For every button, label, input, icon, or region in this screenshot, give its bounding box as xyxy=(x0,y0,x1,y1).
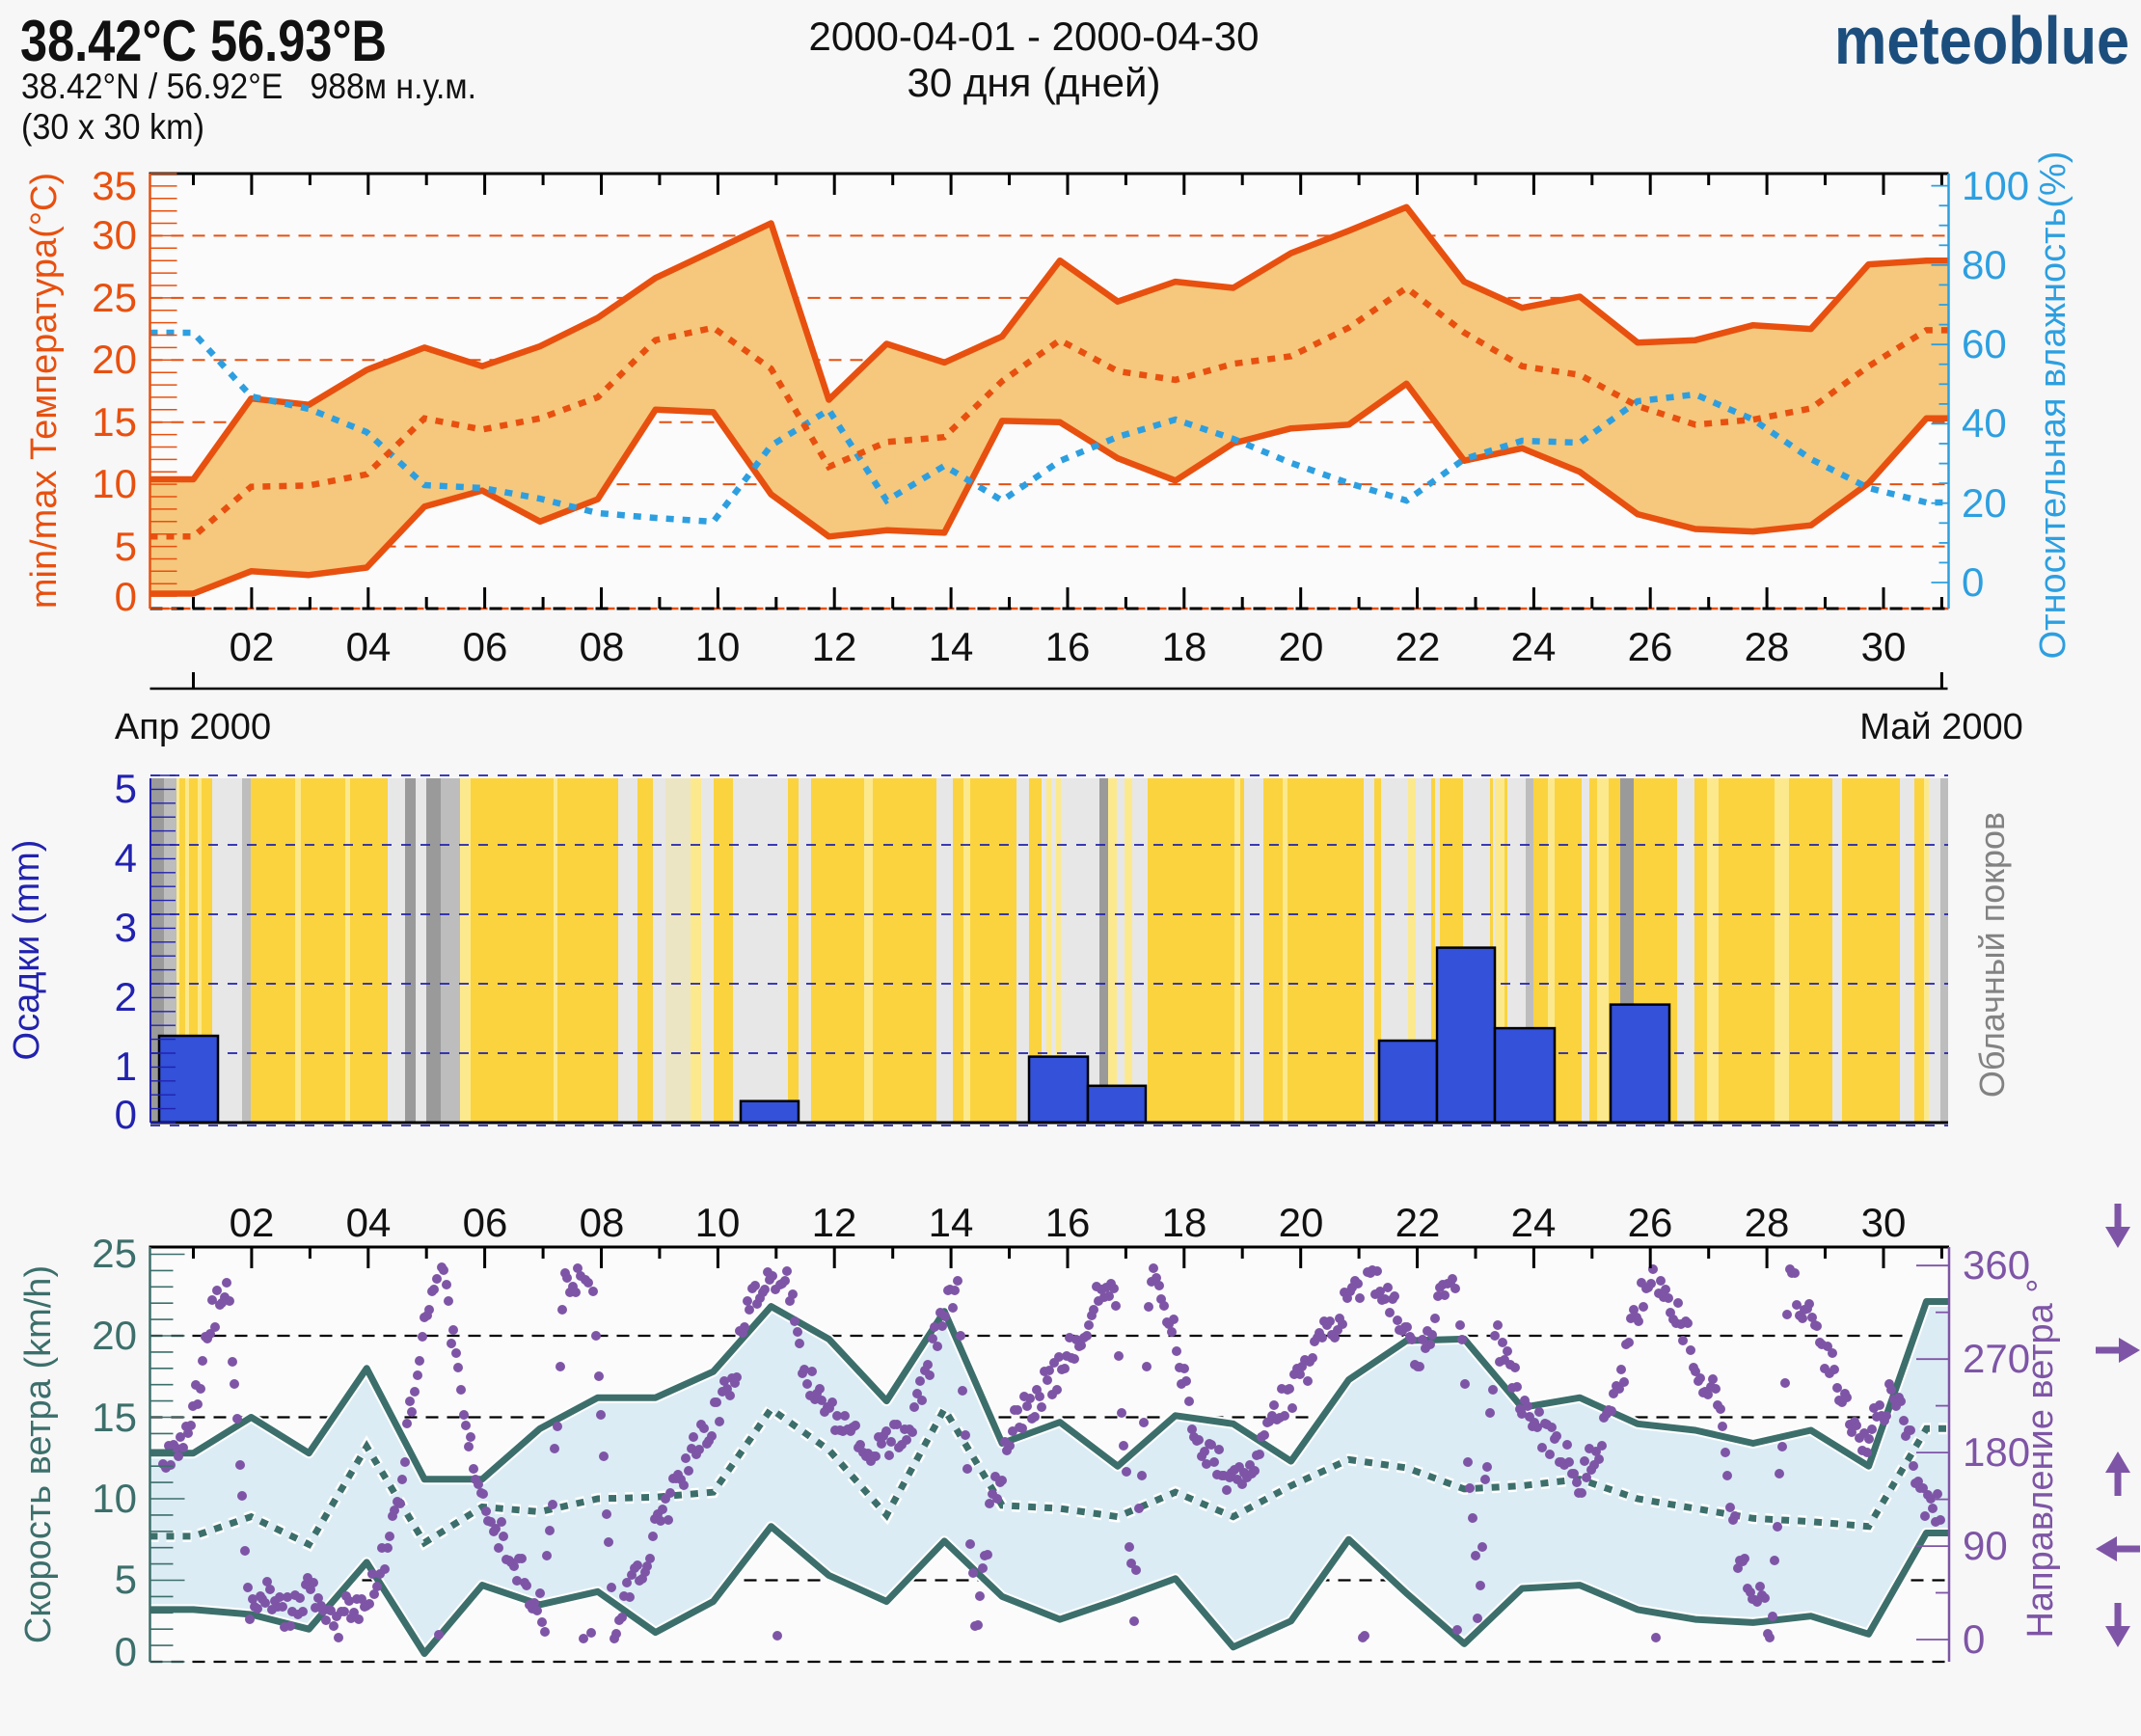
svg-text:14: 14 xyxy=(929,1200,974,1245)
svg-text:04: 04 xyxy=(346,1200,392,1245)
svg-text:20: 20 xyxy=(1279,624,1324,669)
svg-text:30 дня (дней): 30 дня (дней) xyxy=(908,60,1161,105)
svg-text:0: 0 xyxy=(115,1629,137,1674)
svg-text:18: 18 xyxy=(1162,1200,1207,1245)
svg-text:Облачный покров: Облачный покров xyxy=(1972,812,2012,1098)
svg-text:24: 24 xyxy=(1511,624,1557,669)
svg-text:30: 30 xyxy=(92,212,137,258)
svg-text:5: 5 xyxy=(115,1557,137,1602)
svg-text:1: 1 xyxy=(115,1044,137,1089)
svg-text:28: 28 xyxy=(1745,624,1790,669)
svg-text:02: 02 xyxy=(230,1200,275,1245)
svg-text:26: 26 xyxy=(1628,624,1673,669)
svg-text:16: 16 xyxy=(1045,1200,1091,1245)
svg-text:38.42°C 56.93°B: 38.42°C 56.93°B xyxy=(20,9,387,73)
svg-text:15: 15 xyxy=(92,1395,137,1440)
svg-text:35: 35 xyxy=(92,163,137,208)
svg-text:40: 40 xyxy=(1962,400,2007,446)
svg-text:4: 4 xyxy=(115,835,137,881)
svg-text:2000-04-01 - 2000-04-30: 2000-04-01 - 2000-04-30 xyxy=(808,14,1259,59)
svg-text:90: 90 xyxy=(1963,1523,2008,1568)
svg-text:60: 60 xyxy=(1962,321,2007,366)
svg-text:2: 2 xyxy=(115,974,137,1019)
svg-text:25: 25 xyxy=(92,1231,137,1276)
svg-text:5: 5 xyxy=(115,524,137,569)
svg-text:30: 30 xyxy=(1861,624,1907,669)
svg-text:20: 20 xyxy=(92,337,137,382)
svg-text:20: 20 xyxy=(1279,1200,1324,1245)
svg-text:24: 24 xyxy=(1511,1200,1557,1245)
svg-text:28: 28 xyxy=(1745,1200,1790,1245)
svg-text:25: 25 xyxy=(92,275,137,320)
svg-text:360: 360 xyxy=(1963,1242,2030,1288)
svg-text:08: 08 xyxy=(580,1200,625,1245)
svg-text:0: 0 xyxy=(115,574,137,619)
svg-text:(30 x 30 km): (30 x 30 km) xyxy=(21,107,204,147)
svg-text:Апр 2000: Апр 2000 xyxy=(115,707,271,747)
svg-text:20: 20 xyxy=(92,1313,137,1358)
svg-text:10: 10 xyxy=(695,624,741,669)
svg-text:26: 26 xyxy=(1628,1200,1673,1245)
svg-text:Осадки (mm): Осадки (mm) xyxy=(7,840,47,1061)
svg-text:06: 06 xyxy=(463,624,508,669)
svg-text:02: 02 xyxy=(230,624,275,669)
svg-text:0: 0 xyxy=(1963,1616,1985,1662)
svg-text:12: 12 xyxy=(812,624,857,669)
svg-text:18: 18 xyxy=(1162,624,1207,669)
svg-text:22: 22 xyxy=(1396,1200,1441,1245)
svg-text:3: 3 xyxy=(115,905,137,950)
svg-text:04: 04 xyxy=(346,624,392,669)
svg-text:38.42°N / 56.92°E 988м н.у.м: 38.42°N / 56.92°E 988м н.у.м. xyxy=(21,67,476,106)
svg-text:Направление ветра °: Направление ветра ° xyxy=(2020,1278,2061,1638)
svg-text:100: 100 xyxy=(1962,163,2029,208)
svg-text:15: 15 xyxy=(92,399,137,445)
svg-text:0: 0 xyxy=(115,1092,137,1137)
svg-text:06: 06 xyxy=(463,1200,508,1245)
svg-text:Относительная влажность(%): Относительная влажность(%) xyxy=(2033,151,2073,660)
svg-text:80: 80 xyxy=(1962,242,2007,287)
svg-text:12: 12 xyxy=(812,1200,857,1245)
svg-text:30: 30 xyxy=(1861,1200,1907,1245)
svg-text:10: 10 xyxy=(92,1476,137,1521)
svg-text:08: 08 xyxy=(580,624,625,669)
svg-text:10: 10 xyxy=(695,1200,741,1245)
svg-text:Скорость ветра (km/h): Скорость ветра (km/h) xyxy=(18,1265,59,1643)
svg-text:14: 14 xyxy=(929,624,974,669)
svg-text:0: 0 xyxy=(1962,559,1984,605)
svg-text:270: 270 xyxy=(1963,1336,2030,1381)
svg-text:180: 180 xyxy=(1963,1429,2030,1475)
svg-text:20: 20 xyxy=(1962,480,2007,526)
svg-text:meteoblue: meteoblue xyxy=(1834,3,2129,78)
svg-text:16: 16 xyxy=(1045,624,1091,669)
svg-text:Май 2000: Май 2000 xyxy=(1859,707,2023,747)
svg-text:22: 22 xyxy=(1396,624,1441,669)
svg-text:min/max Температура(°C): min/max Температура(°C) xyxy=(24,173,65,609)
svg-text:5: 5 xyxy=(115,766,137,811)
svg-text:10: 10 xyxy=(92,461,137,506)
